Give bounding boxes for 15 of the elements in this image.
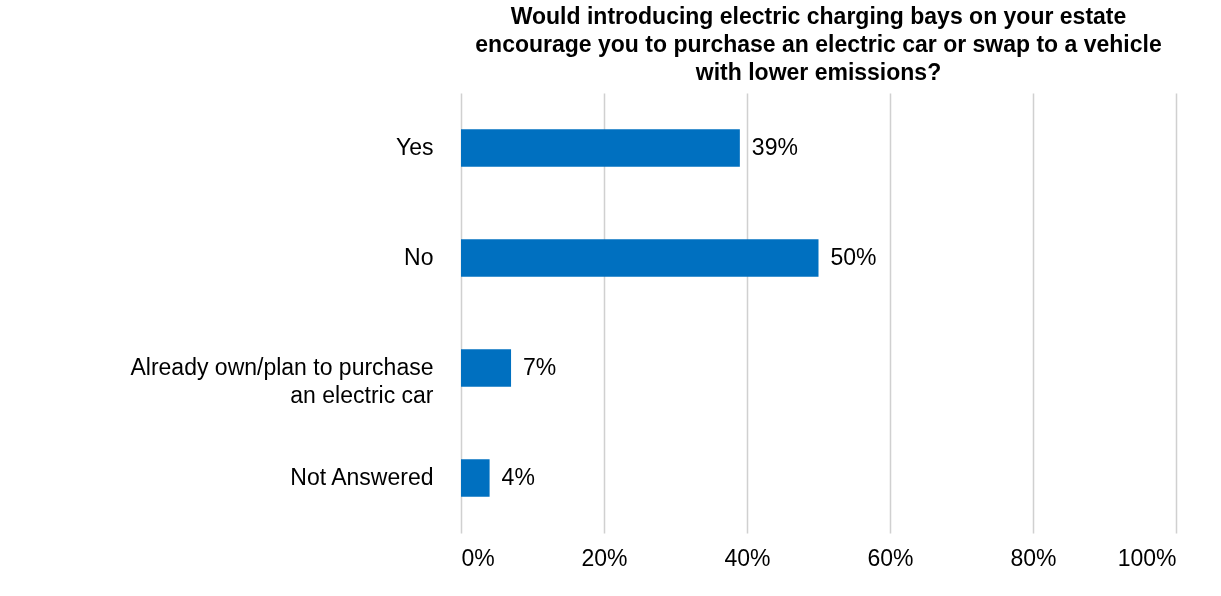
x-tick-label: 60%	[867, 544, 914, 571]
x-tick-label: 20%	[581, 544, 628, 571]
chart-title: Would introducing electric charging bays on your estate encourage you to purchase an electric car or swap to a vehicle with lower emissions?	[475, 3, 1162, 85]
x-tick-label: 0%	[461, 544, 495, 571]
y-tick-label: Not Answered	[290, 464, 434, 490]
y-tick-label: Yes	[395, 134, 434, 160]
y-tick-label: No	[404, 244, 434, 270]
x-tick-label: 100%	[1117, 544, 1177, 571]
y-tick-label: Already own/plan to purchase an electric car	[130, 354, 434, 408]
x-tick-label: 80%	[1010, 544, 1057, 571]
x-tick-label: 40%	[724, 544, 771, 571]
data-label: 4%	[501, 464, 535, 490]
data-label: 50%	[830, 244, 877, 270]
data-label: 39%	[751, 134, 798, 160]
data-label: 7%	[523, 354, 557, 380]
